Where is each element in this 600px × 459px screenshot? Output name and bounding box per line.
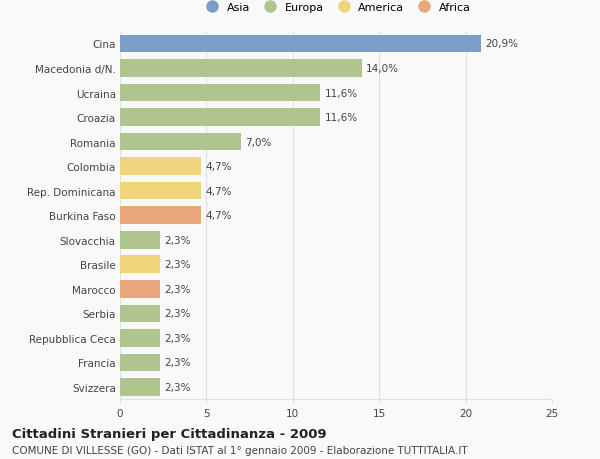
Text: 2,3%: 2,3% <box>164 308 191 319</box>
Text: 2,3%: 2,3% <box>164 333 191 343</box>
Bar <box>120 354 160 371</box>
Bar <box>120 280 160 298</box>
Bar <box>120 378 160 396</box>
Text: 4,7%: 4,7% <box>206 162 232 172</box>
Text: 20,9%: 20,9% <box>485 39 518 50</box>
Text: 2,3%: 2,3% <box>164 382 191 392</box>
Bar <box>120 329 160 347</box>
Text: 7,0%: 7,0% <box>245 137 272 147</box>
Text: 2,3%: 2,3% <box>164 358 191 368</box>
Text: 14,0%: 14,0% <box>366 64 399 74</box>
Bar <box>120 35 481 53</box>
Bar <box>120 134 241 151</box>
Bar <box>120 256 160 274</box>
Bar <box>120 207 201 224</box>
Bar <box>120 60 362 78</box>
Bar <box>120 84 320 102</box>
Text: 4,7%: 4,7% <box>206 186 232 196</box>
Bar <box>120 158 201 176</box>
Bar <box>120 109 320 127</box>
Bar <box>120 231 160 249</box>
Text: COMUNE DI VILLESSE (GO) - Dati ISTAT al 1° gennaio 2009 - Elaborazione TUTTITALI: COMUNE DI VILLESSE (GO) - Dati ISTAT al … <box>12 445 467 455</box>
Text: 2,3%: 2,3% <box>164 284 191 294</box>
Text: 2,3%: 2,3% <box>164 260 191 270</box>
Text: Cittadini Stranieri per Cittadinanza - 2009: Cittadini Stranieri per Cittadinanza - 2… <box>12 427 326 440</box>
Text: 2,3%: 2,3% <box>164 235 191 245</box>
Text: 11,6%: 11,6% <box>325 88 358 98</box>
Bar <box>120 305 160 323</box>
Bar <box>120 182 201 200</box>
Text: 11,6%: 11,6% <box>325 113 358 123</box>
Text: 4,7%: 4,7% <box>206 211 232 221</box>
Legend: Asia, Europa, America, Africa: Asia, Europa, America, Africa <box>199 1 473 15</box>
